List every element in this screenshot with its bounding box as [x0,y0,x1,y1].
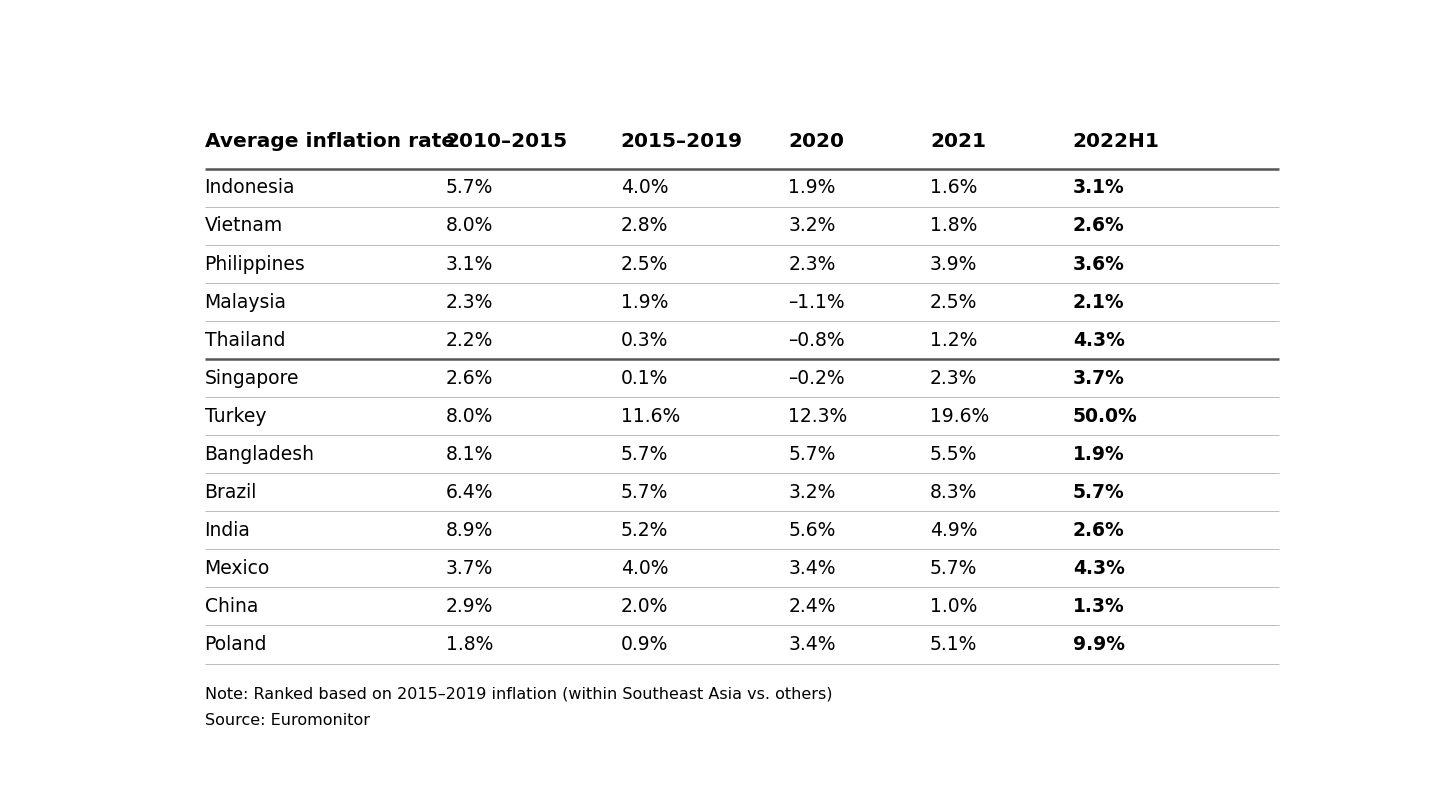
Text: Philippines: Philippines [204,254,305,274]
Text: 6.4%: 6.4% [445,483,492,502]
Text: 3.4%: 3.4% [788,635,835,654]
Text: 8.0%: 8.0% [445,407,492,426]
Text: 3.1%: 3.1% [445,254,492,274]
Text: 3.6%: 3.6% [1073,254,1125,274]
Text: 1.8%: 1.8% [445,635,492,654]
Text: 8.0%: 8.0% [445,216,492,236]
Text: 5.7%: 5.7% [621,483,668,502]
Text: 2.3%: 2.3% [930,369,978,388]
Text: 4.3%: 4.3% [1073,330,1125,350]
Text: 2.0%: 2.0% [621,597,668,616]
Text: Malaysia: Malaysia [204,292,287,312]
Text: 0.9%: 0.9% [621,635,668,654]
Text: 8.1%: 8.1% [445,445,492,464]
Text: 5.7%: 5.7% [1073,483,1125,502]
Text: Vietnam: Vietnam [204,216,282,236]
Text: Source: Euromonitor: Source: Euromonitor [204,713,370,727]
Text: 2.6%: 2.6% [1073,216,1125,236]
Text: 5.7%: 5.7% [621,445,668,464]
Text: 8.9%: 8.9% [445,521,492,539]
Text: 3.2%: 3.2% [788,216,835,236]
Text: 1.9%: 1.9% [1073,445,1125,464]
Text: 2022H1: 2022H1 [1073,131,1159,151]
Text: 5.2%: 5.2% [621,521,668,539]
Text: Poland: Poland [204,635,266,654]
Text: 2.5%: 2.5% [621,254,668,274]
Text: Indonesia: Indonesia [204,178,295,198]
Text: 3.7%: 3.7% [445,559,492,578]
Text: 2.3%: 2.3% [445,292,492,312]
Text: 50.0%: 50.0% [1073,407,1138,426]
Text: –0.8%: –0.8% [788,330,845,350]
Text: Thailand: Thailand [204,330,285,350]
Text: 1.3%: 1.3% [1073,597,1125,616]
Text: –0.2%: –0.2% [788,369,845,388]
Text: 1.6%: 1.6% [930,178,978,198]
Text: 4.3%: 4.3% [1073,559,1125,578]
Text: 4.0%: 4.0% [621,559,668,578]
Text: Singapore: Singapore [204,369,300,388]
Text: 4.9%: 4.9% [930,521,978,539]
Text: 3.2%: 3.2% [788,483,835,502]
Text: India: India [204,521,251,539]
Text: 11.6%: 11.6% [621,407,680,426]
Text: 8.3%: 8.3% [930,483,978,502]
Text: 2.8%: 2.8% [621,216,668,236]
Text: Brazil: Brazil [204,483,256,502]
Text: Average inflation rate: Average inflation rate [204,131,455,151]
Text: Mexico: Mexico [204,559,269,578]
Text: 2021: 2021 [930,131,986,151]
Text: 12.3%: 12.3% [788,407,848,426]
Text: 2020: 2020 [788,131,844,151]
Text: 3.4%: 3.4% [788,559,835,578]
Text: China: China [204,597,258,616]
Text: 2.2%: 2.2% [445,330,492,350]
Text: 3.9%: 3.9% [930,254,978,274]
Text: 3.1%: 3.1% [1073,178,1125,198]
Text: 1.9%: 1.9% [621,292,668,312]
Text: 2.4%: 2.4% [788,597,835,616]
Text: 5.1%: 5.1% [930,635,978,654]
Text: 1.8%: 1.8% [930,216,978,236]
Text: 2010–2015: 2010–2015 [445,131,567,151]
Text: 2.5%: 2.5% [930,292,978,312]
Text: 1.0%: 1.0% [930,597,978,616]
Text: –1.1%: –1.1% [788,292,845,312]
Text: 1.9%: 1.9% [788,178,835,198]
Text: 2.1%: 2.1% [1073,292,1125,312]
Text: 5.5%: 5.5% [930,445,978,464]
Text: 5.6%: 5.6% [788,521,835,539]
Text: 1.2%: 1.2% [930,330,978,350]
Text: 2.6%: 2.6% [445,369,492,388]
Text: Turkey: Turkey [204,407,266,426]
Text: 4.0%: 4.0% [621,178,668,198]
Text: 3.7%: 3.7% [1073,369,1125,388]
Text: 5.7%: 5.7% [930,559,978,578]
Text: Note: Ranked based on 2015–2019 inflation (within Southeast Asia vs. others): Note: Ranked based on 2015–2019 inflatio… [204,686,832,701]
Text: 5.7%: 5.7% [445,178,492,198]
Text: 2015–2019: 2015–2019 [621,131,743,151]
Text: 2.6%: 2.6% [1073,521,1125,539]
Text: 0.1%: 0.1% [621,369,668,388]
Text: 5.7%: 5.7% [788,445,835,464]
Text: Bangladesh: Bangladesh [204,445,314,464]
Text: 9.9%: 9.9% [1073,635,1125,654]
Text: 2.3%: 2.3% [788,254,835,274]
Text: 0.3%: 0.3% [621,330,668,350]
Text: 19.6%: 19.6% [930,407,989,426]
Text: 2.9%: 2.9% [445,597,492,616]
